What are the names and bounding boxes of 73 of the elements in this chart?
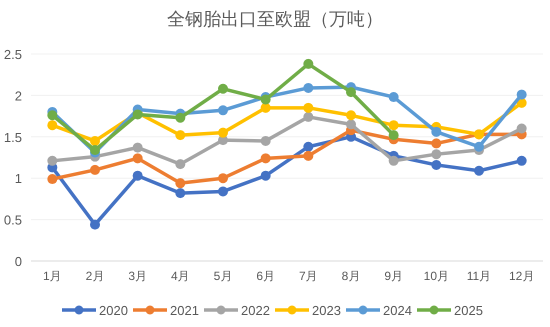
point	[175, 112, 186, 123]
point	[303, 150, 314, 161]
chart-title: 全钢胎出口至欧盟（万吨）	[167, 9, 383, 29]
x-tick-label: 4月	[170, 269, 190, 283]
point	[303, 112, 314, 122]
point	[260, 170, 271, 181]
point	[388, 156, 399, 166]
point	[47, 156, 58, 166]
point	[388, 92, 399, 102]
legend-label: 2024	[383, 303, 412, 318]
point	[516, 90, 527, 100]
point	[516, 124, 527, 134]
point	[303, 142, 314, 152]
point	[474, 142, 484, 152]
legend-label: 2020	[99, 303, 128, 318]
point	[132, 170, 143, 181]
legend-label: 2021	[170, 303, 199, 318]
point	[303, 58, 314, 69]
y-tick-label: 2	[14, 88, 22, 104]
x-tick-label: 11月	[466, 269, 492, 283]
point	[388, 120, 399, 130]
point	[90, 220, 100, 230]
point	[260, 102, 271, 113]
x-tick-label: 10月	[424, 269, 450, 283]
y-tick-label: 1	[14, 171, 22, 186]
point	[90, 164, 100, 175]
point	[346, 119, 356, 130]
legend-label: 2022	[241, 303, 270, 318]
point	[175, 130, 186, 140]
point	[218, 84, 228, 94]
point	[303, 102, 314, 113]
point	[260, 153, 271, 164]
point	[175, 159, 186, 170]
legend-label: 2023	[312, 303, 341, 318]
point	[218, 173, 228, 184]
point	[47, 120, 58, 130]
point	[431, 126, 442, 137]
x-tick-label: 6月	[256, 269, 276, 283]
y-tick-label: 2.5	[4, 47, 22, 62]
x-tick-label: 1月	[42, 269, 62, 283]
point	[260, 136, 271, 146]
x-tick-label: 8月	[342, 269, 360, 283]
point	[388, 130, 399, 140]
point	[47, 174, 58, 184]
point	[260, 94, 271, 105]
point	[218, 128, 228, 138]
x-tick-label: 5月	[214, 269, 232, 283]
point	[132, 142, 143, 153]
x-tick-label: 12月	[508, 269, 534, 283]
point	[431, 160, 442, 170]
point	[346, 87, 356, 98]
point	[346, 110, 356, 120]
point	[474, 166, 484, 176]
x-tick-label: 7月	[298, 269, 318, 283]
point	[218, 186, 228, 196]
point	[431, 149, 442, 160]
point	[303, 82, 314, 93]
point	[90, 136, 100, 146]
y-tick-label: 1.5	[4, 130, 22, 145]
legend-label: 2025	[454, 303, 483, 318]
point	[175, 188, 186, 198]
point	[516, 156, 527, 166]
point	[431, 138, 442, 148]
x-tick-label: 2月	[86, 269, 104, 283]
point	[90, 145, 100, 156]
y-tick-label: 0	[14, 254, 22, 269]
x-tick-label: 9月	[384, 269, 404, 283]
point	[218, 105, 228, 116]
y-tick-label: 0.5	[4, 212, 22, 228]
point	[175, 178, 186, 188]
point	[47, 110, 58, 120]
point	[132, 153, 143, 164]
x-tick-label: 3月	[128, 269, 148, 283]
